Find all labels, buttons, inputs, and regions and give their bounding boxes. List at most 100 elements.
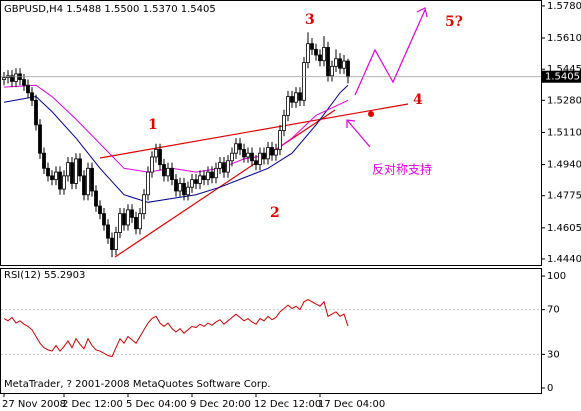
candle-body [174,179,178,192]
candle-body [298,92,302,101]
y-tick-label: 1.5110 [547,127,581,138]
y-tick-label: 1.4775 [547,191,581,202]
candle-body [102,213,106,226]
candle-body [14,73,18,82]
candle-body [274,149,278,156]
candle-body [270,147,274,156]
candle-body [146,171,150,196]
candle-body [114,232,118,250]
candle-body [290,96,294,103]
candle-body [154,149,158,158]
candle-body [226,160,230,173]
last-price-label: 1.5405 [545,72,580,83]
candle-body [134,217,138,230]
candle-body [62,175,66,190]
y-tick-label: 1.5280 [547,95,581,106]
candle-body [206,171,210,181]
annotation: 1 [148,117,158,133]
candle-body [78,158,82,177]
x-tick-label: 5 Dec 04:00 [126,399,187,410]
x-tick-label: 27 Nov 2008 [2,399,66,410]
candle-body [230,152,234,162]
candle-body [182,183,186,196]
y-tick-label: 30 [547,349,560,360]
rsi-frame [0,268,542,394]
candle-body [222,162,226,173]
candle-body [82,175,86,196]
y-tick-label: 0 [547,383,553,394]
candle-body [34,99,38,126]
candle-body [318,54,322,62]
candle-body [342,60,346,69]
y-tick-label: 70 [547,305,560,316]
candle-body [314,48,318,56]
candle-body [286,96,290,116]
candle-body [142,194,146,215]
y-tick-label: 1.4440 [547,254,581,265]
candle-body [218,162,222,169]
candle-body [166,167,170,177]
chart-title: GBPUSD,H4 1.5488 1.5500 1.5370 1.5405 [4,4,216,15]
candle-body [30,92,34,101]
candle-body [138,213,142,230]
marker-dot [368,111,374,117]
candle-body [306,43,310,63]
candle-body [54,171,58,181]
candle-body [210,171,214,179]
candle-body [234,143,238,154]
candle-body [70,162,74,184]
projection [346,7,428,148]
candle-body [46,167,50,177]
candle-body [162,164,166,177]
candle-body [302,62,306,101]
y-tick-label: 1.5610 [547,33,581,44]
candle-body [334,58,338,67]
last-price-box [541,70,581,83]
candle-body [22,79,26,86]
candle-body [190,179,194,188]
candle-body [106,224,110,239]
main-frame [0,0,542,266]
candle-body [214,167,218,179]
candle-body [254,160,258,165]
candle-body [266,147,270,160]
candle-body [294,92,298,103]
candle-body [66,162,70,177]
candle-body [330,65,334,77]
x-tick-label: 9 Dec 20:00 [190,399,251,410]
footer: MetaTrader, ? 2001-2008 MetaQuotes Softw… [4,379,270,390]
candle-body [178,183,182,192]
y-tick-label: 100 [547,271,566,282]
candle-body [50,175,54,181]
candle-body [90,167,94,192]
candle-body [110,237,114,250]
candle-body [338,58,342,69]
candle-body [118,213,122,233]
candle-body [198,175,202,184]
candle-body [42,152,46,169]
candle-body [150,156,154,173]
candle-body [262,152,266,160]
candle-body [186,186,190,196]
y-tick-label: 1.4605 [547,223,581,234]
candle-body [242,149,246,158]
annotation: 3 [305,12,315,28]
candle-body [282,115,286,131]
annotation: 2 [270,205,280,221]
candle-body [126,209,130,226]
candle-body [10,75,14,82]
rsi-line [3,298,349,358]
candle-body [26,84,30,94]
candle-body [58,171,62,190]
y-tick-label: 1.5780 [547,1,581,12]
annotation: 反对称支持 [372,162,432,177]
candle-body [250,152,254,162]
x-tick-label: 2 Dec 12:00 [62,399,123,410]
x-tick-label: 12 Dec 12:00 [254,399,321,410]
trend-lines [99,103,409,258]
candle-body [170,167,174,181]
y-tick-label: 1.4940 [547,160,581,171]
candle-body [98,205,102,215]
candle-body [130,209,134,218]
